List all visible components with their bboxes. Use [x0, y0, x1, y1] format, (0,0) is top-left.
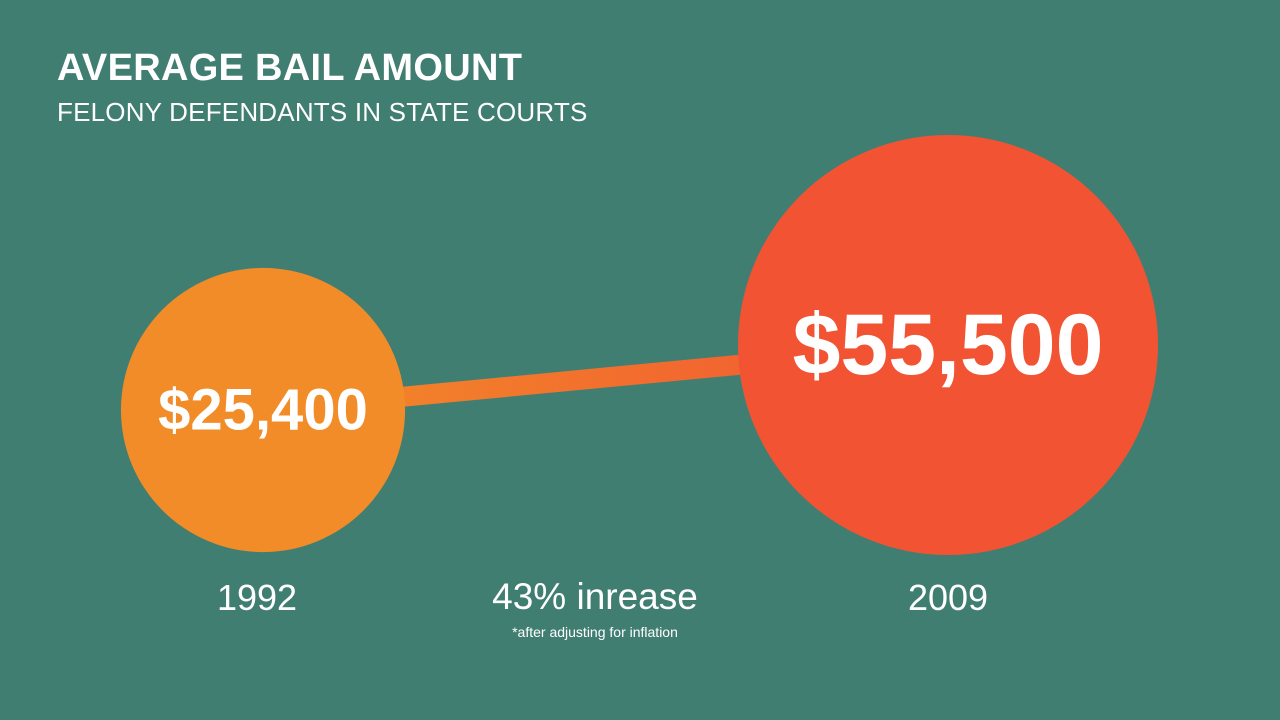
- bubble-layer: $25,400 1992 $55,500 2009: [120, 135, 1158, 618]
- value-label-2009: $55,500: [793, 297, 1104, 393]
- increase-label: 43% inrease: [492, 576, 698, 617]
- year-label-2009: 2009: [908, 577, 988, 618]
- bubble-1992: [120, 267, 406, 553]
- year-label-1992: 1992: [217, 577, 297, 618]
- value-label-1992: $25,400: [158, 378, 368, 443]
- chart-subtitle: FELONY DEFENDANTS IN STATE COURTS: [57, 97, 588, 127]
- chart-title: AVERAGE BAIL AMOUNT: [57, 47, 523, 89]
- inflation-footnote: *after adjusting for inflation: [512, 624, 678, 640]
- bubble-2009: [738, 135, 1158, 555]
